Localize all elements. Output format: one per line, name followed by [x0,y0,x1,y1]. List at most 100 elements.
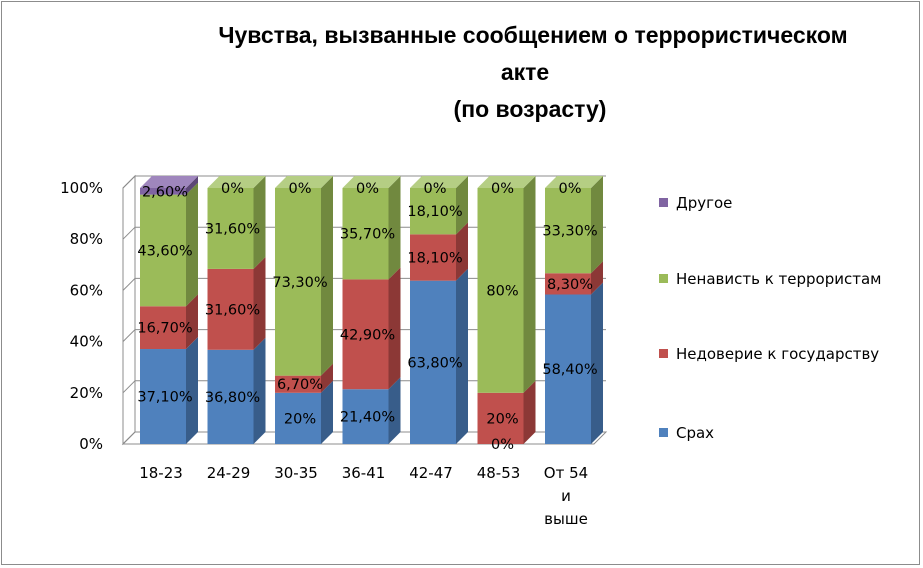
bar-segment-side [388,267,401,390]
data-label: 37,10% [137,390,192,406]
chart-title-line-3: (по возрасту) [454,96,607,122]
data-label: 31,60% [205,302,260,318]
bar-segment [545,294,591,444]
data-label: 20% [284,411,316,427]
y-tick-label: 100% [60,179,103,197]
y-tick-label: 80% [70,230,103,248]
bar-segment [275,188,321,376]
bar-segment-side [253,176,266,269]
data-label: 35,70% [340,227,395,243]
bar-segment [207,349,254,444]
bar-segment [275,375,321,393]
bar-top [275,176,333,188]
bar-segment-side [321,176,333,376]
legend-swatch [659,349,668,358]
data-label: 0% [491,181,514,197]
data-label: 0% [558,181,581,197]
bar-segment [410,234,456,281]
data-label: 80% [486,283,518,299]
bar-segment-side [388,176,401,280]
bar-segment [207,188,254,269]
bar-segment [342,279,389,390]
bar-segment [140,306,186,350]
x-tick-label: и [561,487,571,505]
data-label: 73,30% [272,275,327,291]
data-label: 0% [288,181,311,197]
data-label: 0% [423,181,446,197]
bar-segment-side [523,176,536,393]
data-label: 18,10% [407,204,462,220]
y-tick-label: 60% [70,281,103,299]
data-label: 33,30% [542,224,597,240]
side-wall [122,174,136,446]
bar-segment [477,188,524,393]
bar-top [342,176,401,188]
x-tick-label: 42-47 [409,464,453,482]
bar-segment-side [456,268,468,444]
bar-segment [275,392,321,444]
chart-title-line-1: Чувства, вызванные сообщением о террорис… [218,22,847,48]
y-tick-label: 20% [70,384,103,402]
x-tick-label: выше [544,510,588,528]
bar-segment-side [186,176,198,195]
data-label: 0% [356,181,379,197]
data-label: 31,60% [205,221,260,237]
x-tick-label: 24-29 [207,464,251,482]
bar-segment-side [591,282,603,444]
bar-segment [410,188,456,235]
chart-title-line-2: акте [501,59,549,85]
bar-segment-side [253,256,266,350]
data-label: 43,60% [137,243,192,259]
bar-segment-side [186,337,198,444]
bar-segment-side [591,176,603,274]
bar-segment [410,280,456,444]
legend-label: Другое [676,194,732,212]
x-tick-label: 30-35 [274,464,318,482]
legend-swatch [659,274,668,283]
legend-label: Недоверие к государству [676,345,879,363]
y-tick-label: 40% [70,333,103,351]
bar-top [545,176,603,188]
bar-top [477,176,536,188]
bar-top [207,176,266,188]
legend-swatch [659,428,668,437]
bar-top [140,176,198,188]
y-axis-ticks: 0% 20% 40% 60% 80% 100% [60,179,103,453]
data-label: 58,40% [542,362,597,378]
bar-segment [140,349,186,444]
bar-segment [207,268,254,350]
data-label: 16,70% [137,321,192,337]
bar-segment-side [456,176,468,235]
legend: Другое Ненависть к террористам Недоверие к… [659,194,881,442]
chart-title: Чувства, вызванные сообщением о террорис… [218,22,847,122]
data-label: 0% [221,181,244,197]
bar-segment [342,389,389,444]
bar-segment-side [253,337,266,444]
bar-top [410,176,468,188]
bar-segment [342,188,389,280]
bar-segment-side [388,377,401,444]
data-label: 0% [491,437,514,453]
x-tick-label: 48-53 [477,464,521,482]
data-label: 6,70% [277,377,323,393]
bar-segment-side [321,380,333,444]
data-label: 8,30% [547,277,593,293]
bar-segment [140,194,186,307]
x-axis-ticks: 18-23 24-29 30-35 36-41 42-47 48-53 От 54 и выше [139,464,588,528]
bar-segment [545,188,591,274]
data-label: 42,90% [340,327,395,343]
legend-label: Срах [676,424,714,442]
bar-segment-side [456,222,468,281]
bar-segment-side [591,261,603,295]
legend-swatch [659,198,668,207]
bar-segment-side [523,380,536,444]
legend-label: Ненависть к террористам [676,270,881,288]
data-label: 63,80% [407,355,462,371]
bar-segment [140,188,186,195]
bar-segment [477,392,524,444]
bar-segment [545,273,591,295]
bar-segment-side [186,294,198,350]
data-labels: 37,10% 16,70% 43,60% 2,60% 36,80% 31,60% 31,60… [137,181,597,453]
x-tick-label: От 54 [544,464,588,482]
